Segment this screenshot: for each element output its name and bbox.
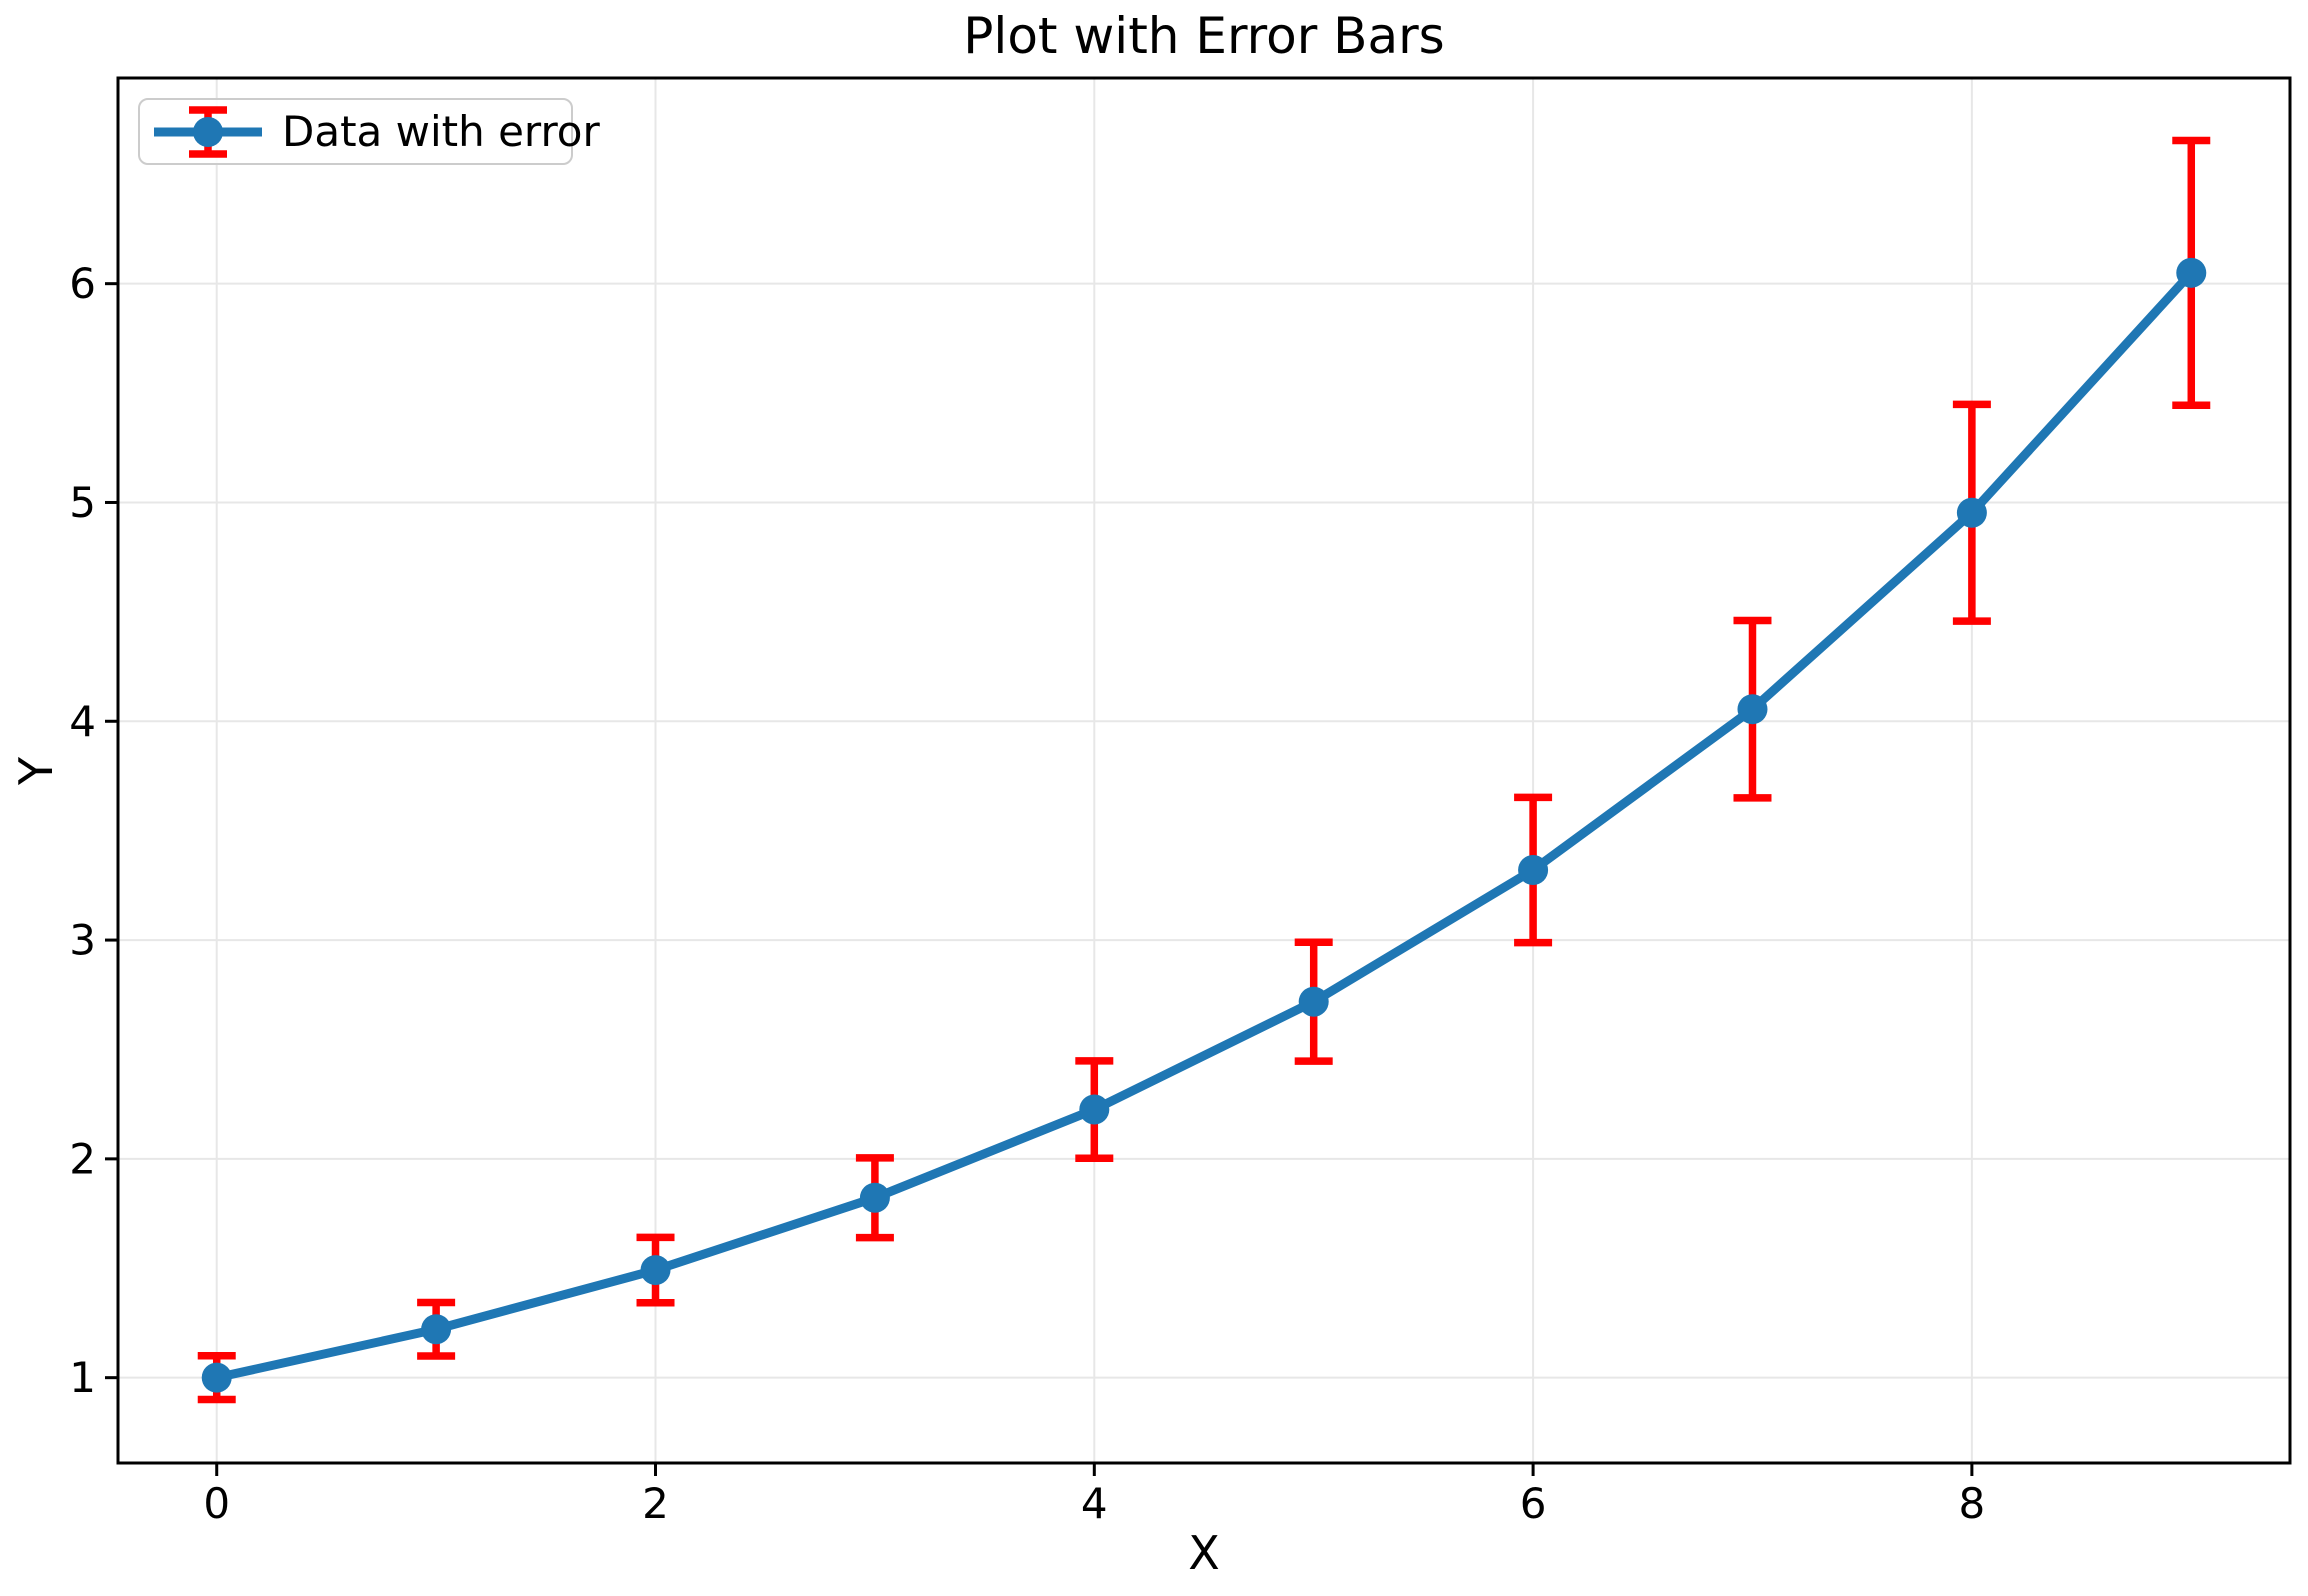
data-line — [212, 268, 2196, 1383]
x-tick-label: 6 — [1520, 1479, 1547, 1528]
y-tick-label: 2 — [69, 1134, 96, 1183]
data-point-marker — [201, 1362, 232, 1393]
y-tick-label: 3 — [69, 916, 96, 965]
x-tick-label: 4 — [1081, 1479, 1108, 1528]
data-point-marker — [1298, 986, 1329, 1017]
data-point-marker — [421, 1314, 452, 1345]
data-point-marker — [2176, 257, 2207, 288]
data-point-marker — [640, 1255, 671, 1286]
y-tick-label: 1 — [69, 1353, 96, 1402]
data-point-marker — [1737, 694, 1768, 725]
x-axis-label: X — [1188, 1526, 1220, 1580]
data-point-marker — [1956, 497, 1987, 528]
x-tick-label: 8 — [1959, 1479, 1986, 1528]
y-axis-label: Y — [9, 756, 63, 786]
y-tick-label: 5 — [69, 478, 96, 527]
y-tick-label: 4 — [69, 697, 96, 746]
chart-title: Plot with Error Bars — [963, 7, 1445, 65]
legend-errorbar-symbol — [154, 105, 262, 158]
data-point-marker — [1518, 855, 1549, 886]
legend-marker — [193, 116, 223, 147]
legend: Data with error — [138, 98, 600, 165]
x-tick-label: 0 — [203, 1479, 230, 1528]
y-tick-label: 6 — [69, 259, 96, 308]
data-point-marker — [859, 1182, 890, 1213]
axes-frame — [116, 76, 2292, 1465]
legend-label: Data with error — [282, 106, 600, 156]
data-point-marker — [1079, 1094, 1110, 1125]
x-tick-label: 2 — [642, 1479, 669, 1528]
